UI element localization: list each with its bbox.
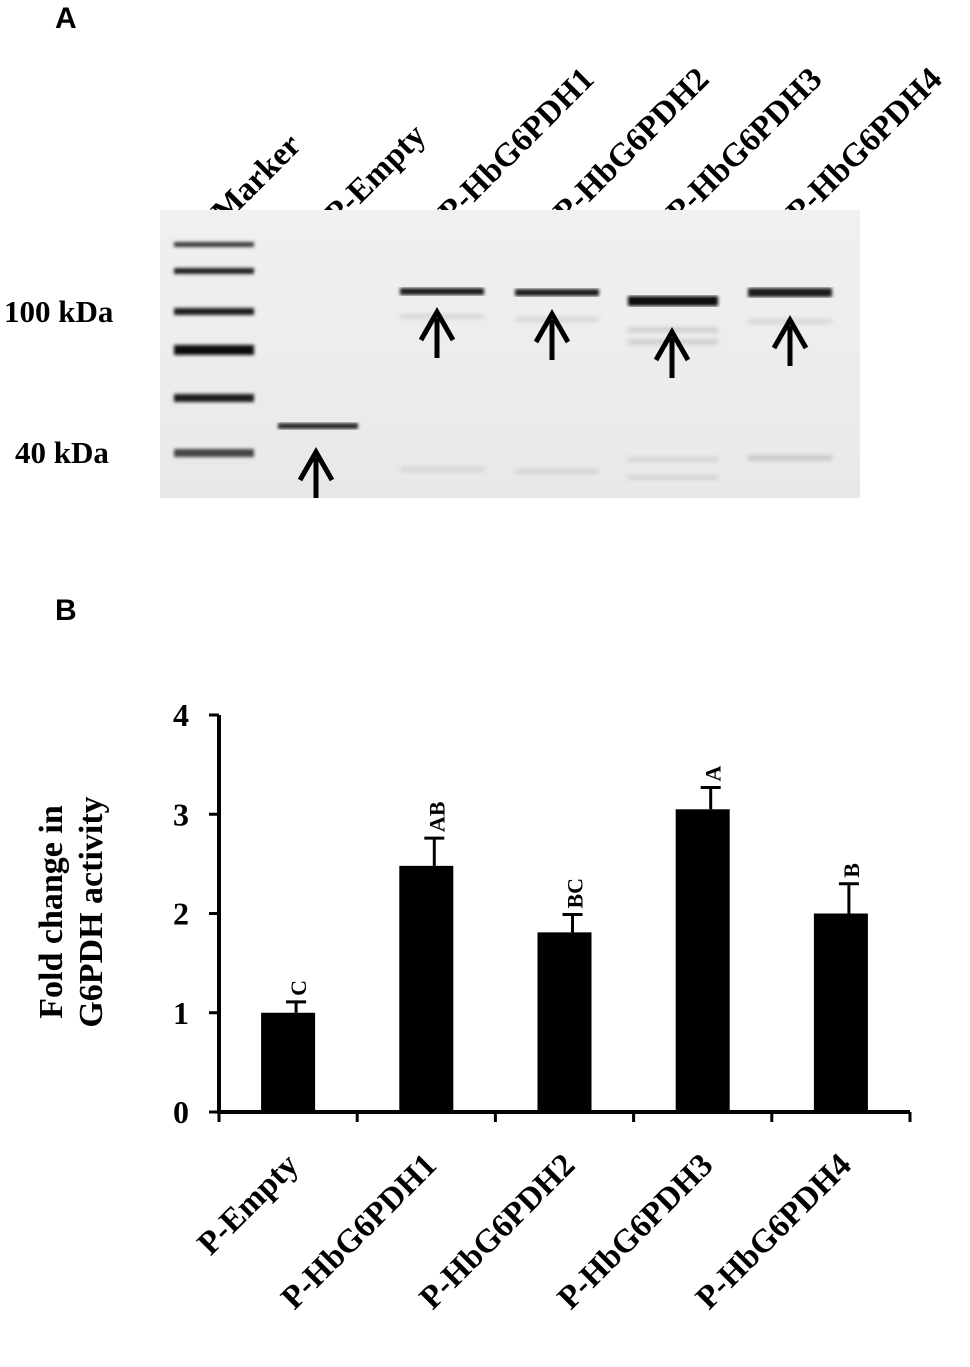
error-bars (286, 785, 859, 1013)
bar (399, 865, 454, 1112)
bar (675, 809, 730, 1112)
significance-letter: AB (424, 801, 449, 832)
band-p-empty (278, 423, 358, 429)
y-tick-label: 2 (173, 896, 189, 932)
marker-ladder (174, 242, 254, 457)
panel-b-letter: B (55, 594, 77, 627)
ladder-band (174, 345, 254, 355)
band-p-hbg6pdh3 (628, 296, 718, 306)
significance-letter: BC (563, 878, 588, 909)
y-tick-label: 3 (173, 796, 189, 832)
arrow-p-empty (297, 446, 335, 498)
faint-bands (400, 315, 832, 479)
arrows (297, 306, 809, 498)
arrow-p-hbg6pdh2 (533, 308, 571, 360)
y-axis-label-line: G6PDH activity (73, 796, 110, 1027)
ladder-band (174, 308, 254, 315)
ladder-band (174, 268, 254, 274)
marker-label-40kda: 40 kDa (15, 435, 109, 470)
bar (537, 932, 592, 1112)
band-p-hbg6pdh4 (748, 288, 832, 297)
arrow-p-hbg6pdh4 (771, 314, 809, 366)
band-p-hbg6pdh1 (400, 288, 484, 295)
x-tick-labels: P-EmptyP-HbG6PDH1P-HbG6PDH2P-HbG6PDH3P-H… (191, 1147, 859, 1317)
band-p-hbg6pdh2 (515, 289, 599, 296)
significance-letter: B (839, 863, 864, 878)
ladder-band (174, 449, 254, 457)
y-tick-label: 4 (173, 697, 189, 733)
y-tick-label: 1 (173, 995, 189, 1031)
panel-a-letter: A (55, 2, 77, 35)
bars (261, 809, 868, 1112)
marker-label-100kda: 100 kDa (4, 294, 114, 329)
bar (261, 1012, 316, 1112)
ladder-band (174, 242, 254, 247)
sds-page-gel (160, 210, 860, 498)
y-axis-label-line: Fold change in (33, 805, 70, 1019)
y-tick-label: 0 (173, 1094, 189, 1130)
arrow-p-hbg6pdh3 (653, 326, 691, 378)
significance-letter: A (701, 765, 726, 781)
ladder-band (174, 394, 254, 402)
x-tick-label: P-Empty (191, 1147, 306, 1262)
gel-image (174, 242, 832, 498)
bar (813, 913, 868, 1112)
significance-letter: C (286, 980, 311, 996)
y-axis-label: Fold change in G6PDH activity (33, 796, 110, 1027)
arrow-p-hbg6pdh1 (418, 306, 456, 358)
y-tick-labels: 0 1 2 3 4 (173, 697, 189, 1130)
